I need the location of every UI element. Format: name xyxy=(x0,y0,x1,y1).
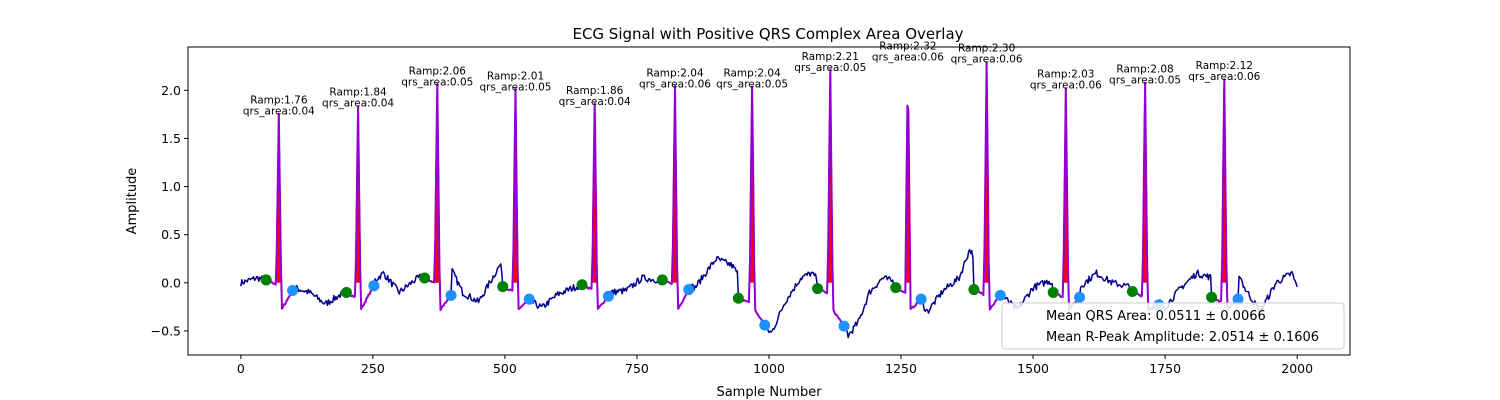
qrs-area-fill xyxy=(826,69,835,283)
y-axis-ticks: −0.5 0.0 0.5 1.0 1.5 2.0 xyxy=(151,83,188,338)
qrs-area-fill xyxy=(353,106,363,283)
q-point-marker xyxy=(968,284,980,296)
qrs-area-fill xyxy=(1061,88,1071,283)
qrs-area-label: qrs_area:0.05 xyxy=(716,78,788,90)
s-point-marker xyxy=(994,289,1006,301)
x-tick-label: 1250 xyxy=(885,361,917,376)
r-amplitude-label: Ramp:2.03 xyxy=(1037,68,1094,80)
s-point-marker xyxy=(1074,291,1086,303)
q-point-marker xyxy=(656,274,668,286)
r-amplitude-label: Ramp:2.04 xyxy=(723,67,781,79)
x-tick-label: 2000 xyxy=(1281,361,1313,376)
legend-box xyxy=(1001,302,1345,350)
q-point-marker xyxy=(340,286,352,298)
y-tick-label: 1.0 xyxy=(161,179,181,194)
legend-entry-qrs-area: Mean QRS Area: 0.0511 ± 0.0066 xyxy=(1046,309,1266,324)
r-amplitude-label: Ramp:2.21 xyxy=(802,51,859,63)
x-axis-ticks: 0 250 500 750 1000 1250 1500 1750 2000 xyxy=(237,355,1313,376)
qrs-area-label: qrs_area:0.04 xyxy=(243,105,315,117)
q-point-marker xyxy=(1047,286,1059,298)
qrs-segment-line xyxy=(345,105,375,311)
qrs-area-fill xyxy=(670,86,680,283)
qrs-area-label: qrs_area:0.05 xyxy=(794,62,866,74)
s-point-marker xyxy=(445,289,457,301)
r-amplitude-label: Ramp:2.12 xyxy=(1196,60,1253,72)
x-tick-label: 500 xyxy=(493,361,517,376)
s-point-marker xyxy=(368,280,380,292)
y-tick-label: 1.5 xyxy=(161,131,181,146)
qrs-area-label: qrs_area:0.04 xyxy=(322,98,394,110)
s-point-marker xyxy=(838,320,850,332)
qrs-area-fill xyxy=(747,86,757,283)
x-tick-label: 750 xyxy=(625,361,649,376)
ecg-signal-line xyxy=(240,61,1298,339)
qrs-area-fill xyxy=(590,103,599,283)
r-amplitude-label: Ramp:1.76 xyxy=(250,94,308,106)
qrs-area-fill xyxy=(511,88,520,283)
y-axis-label: Amplitude xyxy=(125,168,140,235)
ecg-series xyxy=(240,61,1298,339)
q-point-marker xyxy=(497,281,509,293)
r-amplitude-label: Ramp:2.01 xyxy=(487,70,544,82)
r-amplitude-label: Ramp:1.86 xyxy=(566,85,624,97)
qrs-area-fill xyxy=(1220,79,1229,283)
x-axis-label: Sample Number xyxy=(716,385,822,400)
r-amplitude-label: Ramp:2.06 xyxy=(409,66,467,78)
x-tick-label: 1750 xyxy=(1149,361,1181,376)
qrs-area-label: qrs_area:0.06 xyxy=(872,52,944,64)
qrs-area-label: qrs_area:0.06 xyxy=(1188,71,1260,83)
legend-entry-r-peak-amplitude: Mean R-Peak Amplitude: 2.0514 ± 0.1606 xyxy=(1046,330,1319,345)
qrs-area-fill xyxy=(982,62,991,283)
q-point-marker xyxy=(1206,291,1218,303)
qrs-area-label: qrs_area:0.05 xyxy=(1109,75,1181,87)
x-tick-label: 250 xyxy=(361,361,385,376)
legend: Mean QRS Area: 0.0511 ± 0.0066 Mean R-Pe… xyxy=(1001,302,1345,350)
q-point-marker xyxy=(260,274,272,286)
r-amplitude-label: Ramp:2.30 xyxy=(958,42,1015,54)
r-amplitude-label: Ramp:2.04 xyxy=(646,67,704,79)
s-point-marker xyxy=(602,290,614,302)
qrs-area-fill xyxy=(1140,82,1150,283)
plot-frame xyxy=(187,46,1351,356)
qrs-area-fill xyxy=(433,84,442,283)
r-amplitude-label: Ramp:2.08 xyxy=(1116,64,1173,76)
s-point-marker xyxy=(759,319,771,331)
qrs-area-label: qrs_area:0.05 xyxy=(401,77,473,89)
q-point-marker xyxy=(812,283,824,295)
r-amplitude-label: Ramp:1.84 xyxy=(329,87,387,99)
qrs-area-label: qrs_area:0.06 xyxy=(951,53,1023,65)
x-tick-label: 0 xyxy=(237,361,245,376)
qrs-area-label: qrs_area:0.05 xyxy=(479,81,551,93)
qrs-area-fill xyxy=(274,113,284,283)
q-point-marker xyxy=(419,272,431,284)
q-point-marker xyxy=(890,282,902,294)
s-point-marker xyxy=(915,293,927,305)
q-point-marker xyxy=(1126,285,1138,297)
s-point-marker xyxy=(683,284,695,296)
qrs-area-label: qrs_area:0.04 xyxy=(559,96,631,108)
x-tick-label: 1000 xyxy=(753,361,785,376)
s-point-marker xyxy=(1232,293,1244,305)
chart-title: ECG Signal with Positive QRS Complex Are… xyxy=(572,25,963,43)
beat-annotations: Ramp:1.76qrs_area:0.04Ramp:1.84qrs_area:… xyxy=(243,41,1261,118)
y-tick-label: 0.5 xyxy=(161,227,181,242)
q-point-marker xyxy=(732,292,744,304)
qrs-area-label: qrs_area:0.06 xyxy=(1030,79,1102,91)
q-point-marker xyxy=(576,279,588,291)
s-point-marker xyxy=(287,285,299,297)
s-point-marker xyxy=(523,293,535,305)
x-tick-label: 1500 xyxy=(1017,361,1049,376)
y-tick-label: −0.5 xyxy=(151,323,181,338)
y-tick-label: 0.0 xyxy=(161,275,181,290)
y-tick-label: 2.0 xyxy=(161,83,181,98)
qrs-area-label: qrs_area:0.06 xyxy=(639,78,711,90)
